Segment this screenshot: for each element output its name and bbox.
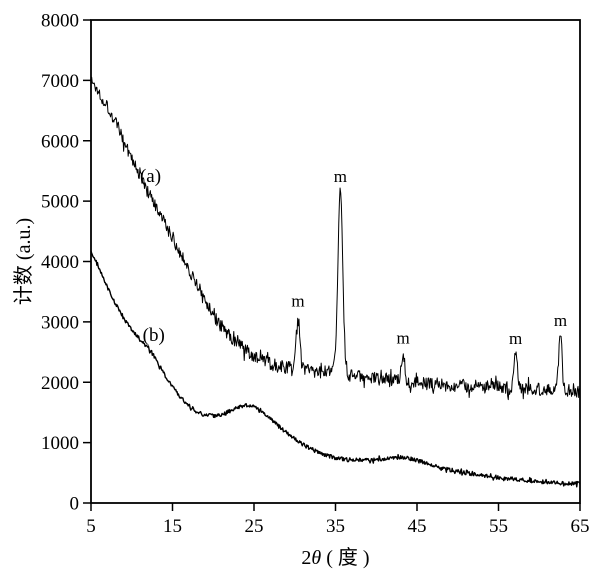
y-tick-label: 5000 — [41, 192, 79, 213]
y-tick-label: 8000 — [41, 11, 79, 32]
y-tick-label: 7000 — [41, 71, 79, 92]
x-tick-label: 35 — [326, 516, 345, 537]
y-tick-label: 0 — [70, 494, 80, 515]
peak-label-m: m — [509, 329, 522, 348]
x-tick-label: 55 — [489, 516, 508, 537]
plot-frame — [90, 19, 581, 504]
y-tick-label: 1000 — [41, 433, 79, 454]
curve-b — [90, 251, 581, 488]
series-label-a: (a) — [140, 166, 161, 187]
y-axis-title: 计数 (a.u.) — [12, 218, 35, 305]
series-label-b: (b) — [143, 325, 165, 346]
y-tick-label: 6000 — [41, 131, 79, 152]
x-tick-label: 45 — [408, 516, 427, 537]
peak-label-m: m — [334, 167, 347, 186]
peak-label-m: m — [554, 311, 567, 330]
y-tick-label: 2000 — [41, 373, 79, 394]
y-tick-label: 3000 — [41, 312, 79, 333]
x-tick-label: 15 — [163, 516, 182, 537]
peak-label-m: m — [291, 292, 304, 311]
x-tick-label: 25 — [245, 516, 264, 537]
curve-a — [90, 76, 581, 401]
peak-label-m: m — [397, 329, 410, 348]
x-tick-label: 5 — [86, 516, 96, 537]
x-axis-title: 2θ ( 度 ) — [301, 546, 369, 569]
y-tick-label: 4000 — [41, 252, 79, 273]
x-tick-label: 65 — [571, 516, 590, 537]
